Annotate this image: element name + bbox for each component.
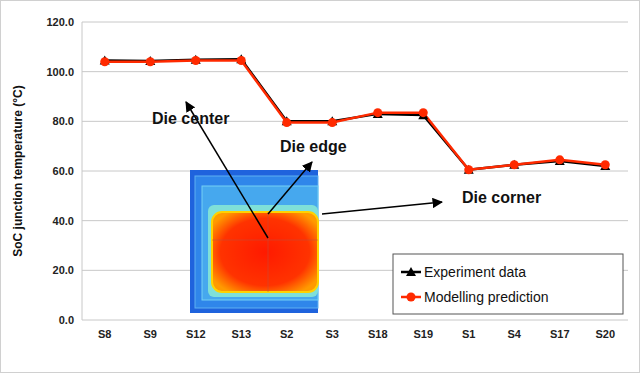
legend: Experiment data Modelling prediction — [393, 254, 623, 314]
inset-line — [268, 212, 269, 292]
x-tick-label: S12 — [186, 328, 206, 340]
inset-ring — [195, 176, 318, 308]
y-tick-label: 100.0 — [46, 66, 74, 78]
y-tick-label: 40.0 — [53, 215, 74, 227]
heatmap-inset — [190, 170, 318, 313]
grid-line — [82, 320, 628, 321]
marker — [373, 109, 383, 118]
x-tick-label: S4 — [508, 328, 522, 340]
x-tick-label: S13 — [231, 328, 251, 340]
marker — [555, 155, 564, 164]
inset-bg — [190, 170, 318, 313]
marker — [600, 161, 610, 170]
chart-frame — [1, 1, 640, 373]
y-axis-title: SoC junction temperature (°C) — [11, 85, 25, 256]
marker — [146, 57, 155, 66]
grid-line — [82, 22, 628, 23]
x-tick-label: S1 — [462, 328, 475, 340]
y-tick-label: 80.0 — [53, 115, 74, 127]
marker — [191, 56, 200, 65]
inset-die — [212, 212, 318, 292]
plot-data — [100, 54, 611, 174]
legend-box — [393, 254, 623, 314]
marker — [100, 57, 109, 66]
y-tick-label: 60.0 — [53, 165, 74, 177]
x-tick-label: S17 — [550, 328, 570, 340]
marker — [419, 108, 428, 117]
chart-container: 0.0 20.0 40.0 60.0 80.0 100.0 120.0 SoC junctio… — [0, 0, 640, 373]
annotation-arrow — [322, 202, 442, 214]
marker — [555, 156, 565, 165]
x-tick-label: S8 — [98, 328, 111, 340]
marker — [464, 165, 474, 174]
annotation: Die corner — [462, 189, 541, 206]
x-tick-label: S19 — [413, 328, 433, 340]
inset-line — [212, 240, 318, 241]
grid-line — [82, 171, 628, 172]
x-tick-label: S3 — [326, 328, 339, 340]
marker — [237, 56, 246, 65]
y-tick-label: 120.0 — [46, 16, 74, 28]
series-line — [105, 59, 606, 170]
grid-line — [82, 71, 628, 72]
marker — [373, 108, 382, 117]
marker — [601, 160, 610, 169]
x-tick-label: S18 — [368, 328, 388, 340]
series-line — [105, 60, 606, 169]
inset-halo — [208, 205, 318, 297]
marker — [282, 118, 291, 127]
y-axis-line — [82, 22, 83, 320]
y-tick-label: 20.0 — [53, 264, 74, 276]
inset-ring — [202, 186, 318, 300]
annotation: Die center — [152, 110, 229, 127]
legend-marker — [407, 293, 416, 302]
x-tick-label: S20 — [595, 328, 615, 340]
chart-svg: 0.0 20.0 40.0 60.0 80.0 100.0 120.0 SoC junctio… — [0, 0, 640, 373]
annotation: Die edge — [280, 138, 347, 155]
legend-label: Modelling prediction — [424, 289, 549, 305]
x-tick-label: S2 — [280, 328, 293, 340]
marker — [509, 160, 519, 169]
y-tick-label: 0.0 — [59, 314, 74, 326]
annotation-arrow — [268, 162, 312, 214]
grid-line — [82, 220, 628, 221]
legend-marker — [406, 267, 416, 276]
legend-label: Experiment data — [424, 264, 526, 280]
marker — [510, 160, 519, 169]
marker — [464, 165, 473, 174]
x-tick-label: S9 — [144, 328, 157, 340]
marker — [328, 118, 337, 127]
